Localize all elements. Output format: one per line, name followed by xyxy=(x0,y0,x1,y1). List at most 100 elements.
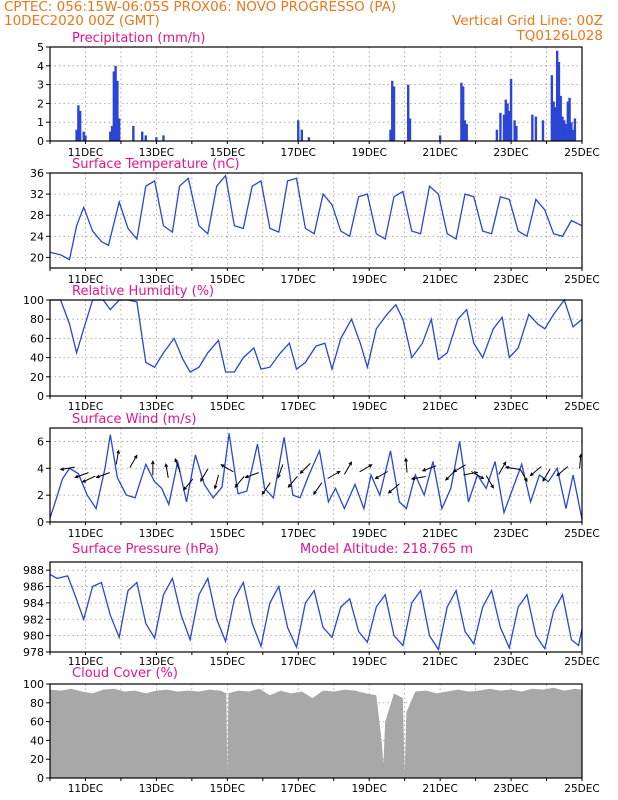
precipitation-frame xyxy=(49,46,583,142)
temperature-xtick-label: 13DEC xyxy=(139,274,174,286)
cloud-cover-xtick-label: 23DEC xyxy=(493,783,528,795)
humidity-xtick-label: 15DEC xyxy=(210,401,245,413)
wind-arrow-shaft xyxy=(129,455,138,468)
wind-arrow-shaft xyxy=(313,482,323,495)
wind-arrow-head xyxy=(220,464,225,468)
wind-arrow-shaft xyxy=(463,471,478,476)
pressure-title: Surface Pressure (hPa) xyxy=(72,542,219,557)
wind-title: Surface Wind (m/s) xyxy=(72,412,196,427)
wind-arrow-shaft xyxy=(165,463,169,478)
precipitation-bar xyxy=(541,120,545,141)
wind-arrow-shaft xyxy=(405,458,408,473)
pressure-xtick-label: 15DEC xyxy=(210,656,245,668)
wind-arrow-shaft xyxy=(505,466,520,470)
precipitation-xtick-label: 17DEC xyxy=(281,147,316,159)
wind-arrow xyxy=(498,461,507,475)
wind-arrow-shaft xyxy=(422,465,437,472)
precipitation-xtick-label: 19DEC xyxy=(351,147,386,159)
precipitation-bar xyxy=(300,129,304,141)
wind-arrow-shaft xyxy=(82,475,96,483)
cloud-cover-ytick-label: 100 xyxy=(23,678,44,691)
wind-arrow-head xyxy=(348,461,352,466)
wind-arrow-shaft xyxy=(288,476,298,488)
wind-arrow-shaft xyxy=(300,462,311,474)
wind-arrow xyxy=(485,475,494,489)
humidity-ytick-label: 40 xyxy=(30,352,44,365)
pressure-xtick-label: 25DEC xyxy=(564,656,599,668)
wind-arrow-head xyxy=(368,464,373,468)
precipitation-bar xyxy=(75,129,78,141)
wind-arrow-head xyxy=(116,449,120,454)
wind-arrow xyxy=(299,462,311,475)
precipitation-bar xyxy=(77,105,80,141)
wind-arrow xyxy=(200,468,209,483)
precipitation-bar xyxy=(573,118,577,141)
pressure-ytick-label: 986 xyxy=(23,581,44,594)
wind-xtick-label: 17DEC xyxy=(281,528,316,540)
wind-arrow-shaft xyxy=(174,458,181,473)
cloud-cover-panel: Cloud Cover (%) 0 20 40 60 80 100 11DEC 13DEC 15D… xyxy=(23,666,600,795)
wind-arrow-shaft xyxy=(214,474,219,489)
precipitation-bar xyxy=(460,82,463,141)
wind-arrow-head xyxy=(524,477,528,483)
precipitation-bar xyxy=(392,86,396,141)
wind-arrow-shaft xyxy=(261,482,271,495)
precipitation-bar xyxy=(463,120,467,141)
wind-arrow-shaft xyxy=(221,464,234,473)
wind-arrow-head xyxy=(133,454,138,459)
pressure-xtick-label: 21DEC xyxy=(422,656,457,668)
precipitation-bar xyxy=(513,120,516,141)
wind-arrow xyxy=(234,476,245,488)
wind-ytick-label: 6 xyxy=(37,435,44,448)
precipitation-bar xyxy=(438,135,442,141)
precipitation-bar xyxy=(110,125,114,141)
precipitation-bar xyxy=(568,97,571,141)
pressure-xtick-label: 23DEC xyxy=(493,656,528,668)
wind-xtick-label: 15DEC xyxy=(210,528,245,540)
wind-arrow xyxy=(542,468,551,483)
wind-arrow-head xyxy=(151,460,155,465)
humidity-ytick-label: 60 xyxy=(30,332,44,345)
precipitation-ytick-label: 4 xyxy=(37,60,44,73)
temperature-line xyxy=(49,174,583,261)
wind-arrow-shaft xyxy=(75,472,89,478)
cloud-cover-xtick-label: 21DEC xyxy=(422,783,457,795)
humidity-ytick-label: 80 xyxy=(30,313,44,326)
precipitation-bar xyxy=(570,122,573,141)
wind-arrow-head xyxy=(277,474,281,479)
precipitation-bar xyxy=(555,50,559,142)
wind-arrow-head xyxy=(374,475,379,480)
wind-arrow-head xyxy=(504,465,510,470)
header-station-line: CPTEC: 056:15W-06:05S PROX06: NOVO PROGR… xyxy=(4,0,397,15)
wind-arrow-head xyxy=(74,474,79,479)
wind-arrow xyxy=(261,482,271,496)
precipitation-bar xyxy=(499,112,502,141)
wind-arrow-head xyxy=(313,490,317,496)
precipitation-title: Precipitation (mm/h) xyxy=(72,31,205,46)
wind-arrow-head xyxy=(81,479,86,483)
precipitation-bar xyxy=(504,99,507,141)
wind-arrow xyxy=(74,472,89,479)
precipitation-bar xyxy=(82,131,85,141)
wind-arrow-head xyxy=(502,461,507,466)
wind-arrow-shaft xyxy=(343,461,352,475)
pressure-ytick-label: 980 xyxy=(23,630,44,643)
wind-arrow-shaft xyxy=(530,466,542,476)
wind-ytick-label: 0 xyxy=(37,516,44,529)
wind-arrow-head xyxy=(452,468,457,473)
precipitation-bar xyxy=(559,95,562,141)
precipitation-bar xyxy=(116,80,119,141)
wind-arrow-head xyxy=(213,485,218,490)
precipitation-bar xyxy=(132,125,135,141)
wind-arrow-shaft xyxy=(60,466,75,470)
wind-arrow-shaft xyxy=(388,483,400,494)
humidity-panel: Relative Humidity (%) 0 20 40 60 80 100 11DEC 13… xyxy=(23,284,600,413)
precipitation-bar xyxy=(461,86,465,141)
wind-arrow-head xyxy=(164,462,169,468)
wind-arrow xyxy=(504,465,520,470)
precipitation-bar xyxy=(502,114,506,141)
wind-arrow-head xyxy=(59,467,65,471)
wind-xtick-label: 19DEC xyxy=(351,528,386,540)
humidity-xtick-label: 25DEC xyxy=(564,401,599,413)
wind-arrow-shaft xyxy=(485,475,494,489)
